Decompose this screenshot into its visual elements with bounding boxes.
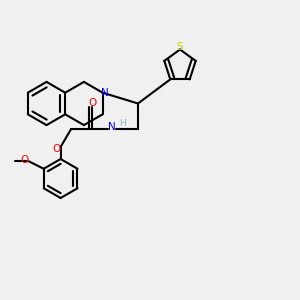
- Text: N: N: [101, 88, 109, 98]
- Text: H: H: [119, 119, 125, 128]
- Text: O: O: [53, 144, 61, 154]
- Text: O: O: [88, 98, 96, 108]
- Text: O: O: [21, 155, 29, 165]
- Text: S: S: [177, 42, 183, 52]
- Text: N: N: [108, 122, 116, 133]
